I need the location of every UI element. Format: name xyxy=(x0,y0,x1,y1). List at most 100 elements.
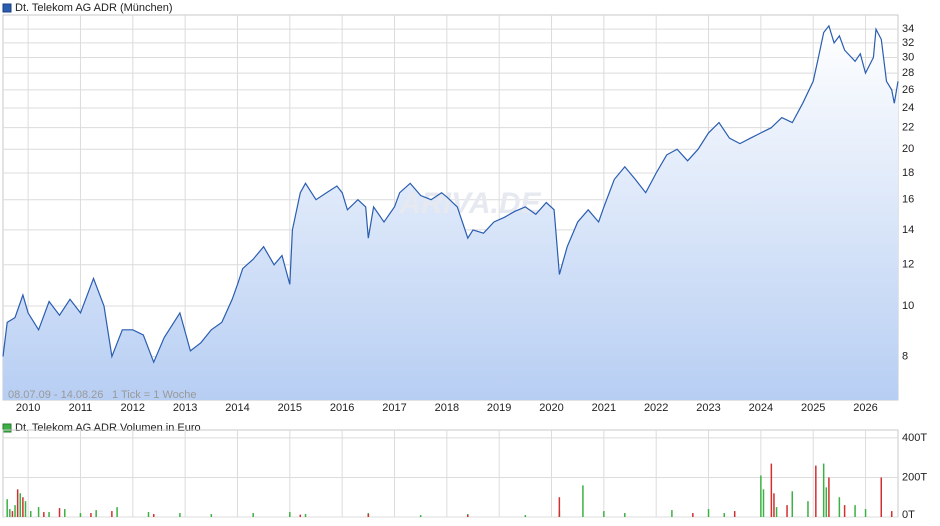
x-tick-label: 2010 xyxy=(16,402,40,414)
x-tick-label: 2017 xyxy=(382,402,406,414)
volume-bar xyxy=(854,505,856,517)
y-tick-label: 400T xyxy=(902,432,927,444)
y-tick-label: 28 xyxy=(902,67,914,79)
volume-bar xyxy=(707,509,710,517)
legend-label: Dt. Telekom AG ADR Volumen in Euro xyxy=(15,422,201,434)
volume-bar xyxy=(14,505,16,517)
volume-bar xyxy=(29,511,32,517)
volume-bar xyxy=(880,477,883,517)
volume-bar xyxy=(760,475,762,517)
volume-bar xyxy=(299,514,302,517)
volume-bar xyxy=(111,511,113,517)
y-tick-label: 34 xyxy=(902,23,914,35)
watermark: ARIVA.DE xyxy=(398,187,541,220)
volume-bar xyxy=(210,514,213,517)
volume-bar xyxy=(825,487,828,517)
y-tick-label: 14 xyxy=(902,224,914,236)
volume-bar xyxy=(467,515,469,517)
x-tick-label: 2022 xyxy=(644,402,668,414)
x-tick-label: 2013 xyxy=(173,402,197,414)
volume-bar xyxy=(179,513,181,517)
y-tick-label: 18 xyxy=(902,167,914,179)
volume-bar xyxy=(64,509,66,517)
volume-bar xyxy=(79,513,82,517)
y-tick-label: 30 xyxy=(902,51,914,63)
x-tick-label: 2012 xyxy=(121,402,145,414)
volume-bar xyxy=(828,477,830,517)
volume-bar xyxy=(48,512,50,517)
volume-bar xyxy=(791,491,794,517)
volume-bar xyxy=(152,514,155,517)
y-tick-label: 26 xyxy=(902,84,914,96)
volume-bar xyxy=(116,507,118,517)
x-tick-label: 2015 xyxy=(278,402,302,414)
volume-bar xyxy=(22,497,24,517)
volume-bar xyxy=(43,512,45,517)
y-tick-label: 22 xyxy=(902,122,914,134)
volume-bar xyxy=(9,509,11,517)
volume-bar xyxy=(19,493,22,517)
y-tick-label: 32 xyxy=(902,37,914,49)
x-tick-label: 2014 xyxy=(225,402,249,414)
volume-bar xyxy=(58,508,61,517)
volume-bar xyxy=(95,510,97,517)
volume-bar xyxy=(524,515,527,517)
x-tick-label: 2019 xyxy=(487,402,511,414)
volume-bar xyxy=(24,501,27,517)
x-tick-label: 2024 xyxy=(749,402,773,414)
volume-bar xyxy=(624,513,626,517)
x-tick-label: 2021 xyxy=(592,402,616,414)
legend-swatch xyxy=(2,423,12,433)
volume-bar xyxy=(773,493,775,517)
volume-bar xyxy=(838,497,841,517)
legend-label: Dt. Telekom AG ADR (München) xyxy=(15,2,173,14)
volume-bar xyxy=(37,507,40,517)
volume-bar xyxy=(558,497,561,517)
volume-bar xyxy=(786,505,788,517)
x-tick-label: 2016 xyxy=(330,402,354,414)
volume-bar xyxy=(723,513,725,517)
volume-bar xyxy=(864,509,867,517)
price-line xyxy=(2,24,899,364)
y-tick-label: 10 xyxy=(902,300,914,312)
y-tick-label: 200T xyxy=(902,471,927,483)
y-tick-label: 12 xyxy=(902,259,914,271)
volume-bar xyxy=(289,512,291,517)
volume-bar xyxy=(304,514,307,517)
volume-bar xyxy=(733,511,736,517)
volume-bar xyxy=(90,513,92,517)
volume-bar xyxy=(6,499,8,517)
x-tick-label: 2011 xyxy=(69,402,93,414)
legend-swatch xyxy=(2,3,12,13)
volume-bar xyxy=(603,511,605,517)
y-tick-label: 0T xyxy=(902,509,915,521)
range-label: 08.07.09 - 14.08.26 xyxy=(8,389,103,401)
y-tick-label: 24 xyxy=(902,102,914,114)
volume-bar xyxy=(815,465,817,517)
x-tick-label: 2020 xyxy=(539,402,563,414)
volume-bar xyxy=(807,501,809,517)
volume-bar xyxy=(671,510,673,517)
volume-bar xyxy=(252,513,254,517)
x-tick-label: 2018 xyxy=(435,402,459,414)
area-fill xyxy=(3,25,898,401)
x-tick-label: 2023 xyxy=(696,402,720,414)
volume-bar xyxy=(692,513,694,517)
volume-bar xyxy=(822,463,825,517)
volume-bar xyxy=(367,514,370,517)
volume-bar xyxy=(762,489,765,517)
volume-bar xyxy=(775,507,778,517)
volume-bar xyxy=(419,515,422,517)
volume-bar xyxy=(843,505,846,517)
tick-note: 1 Tick = 1 Woche xyxy=(112,389,196,401)
y-tick-label: 20 xyxy=(902,143,914,155)
y-tick-label: 8 xyxy=(902,350,908,362)
x-tick-label: 2025 xyxy=(801,402,825,414)
volume-bar xyxy=(16,489,19,517)
volume-bar xyxy=(770,463,773,517)
volume-bar xyxy=(890,511,893,517)
volume-bar xyxy=(11,511,14,517)
x-tick-label: 2026 xyxy=(853,402,877,414)
y-tick-label: 16 xyxy=(902,194,914,206)
